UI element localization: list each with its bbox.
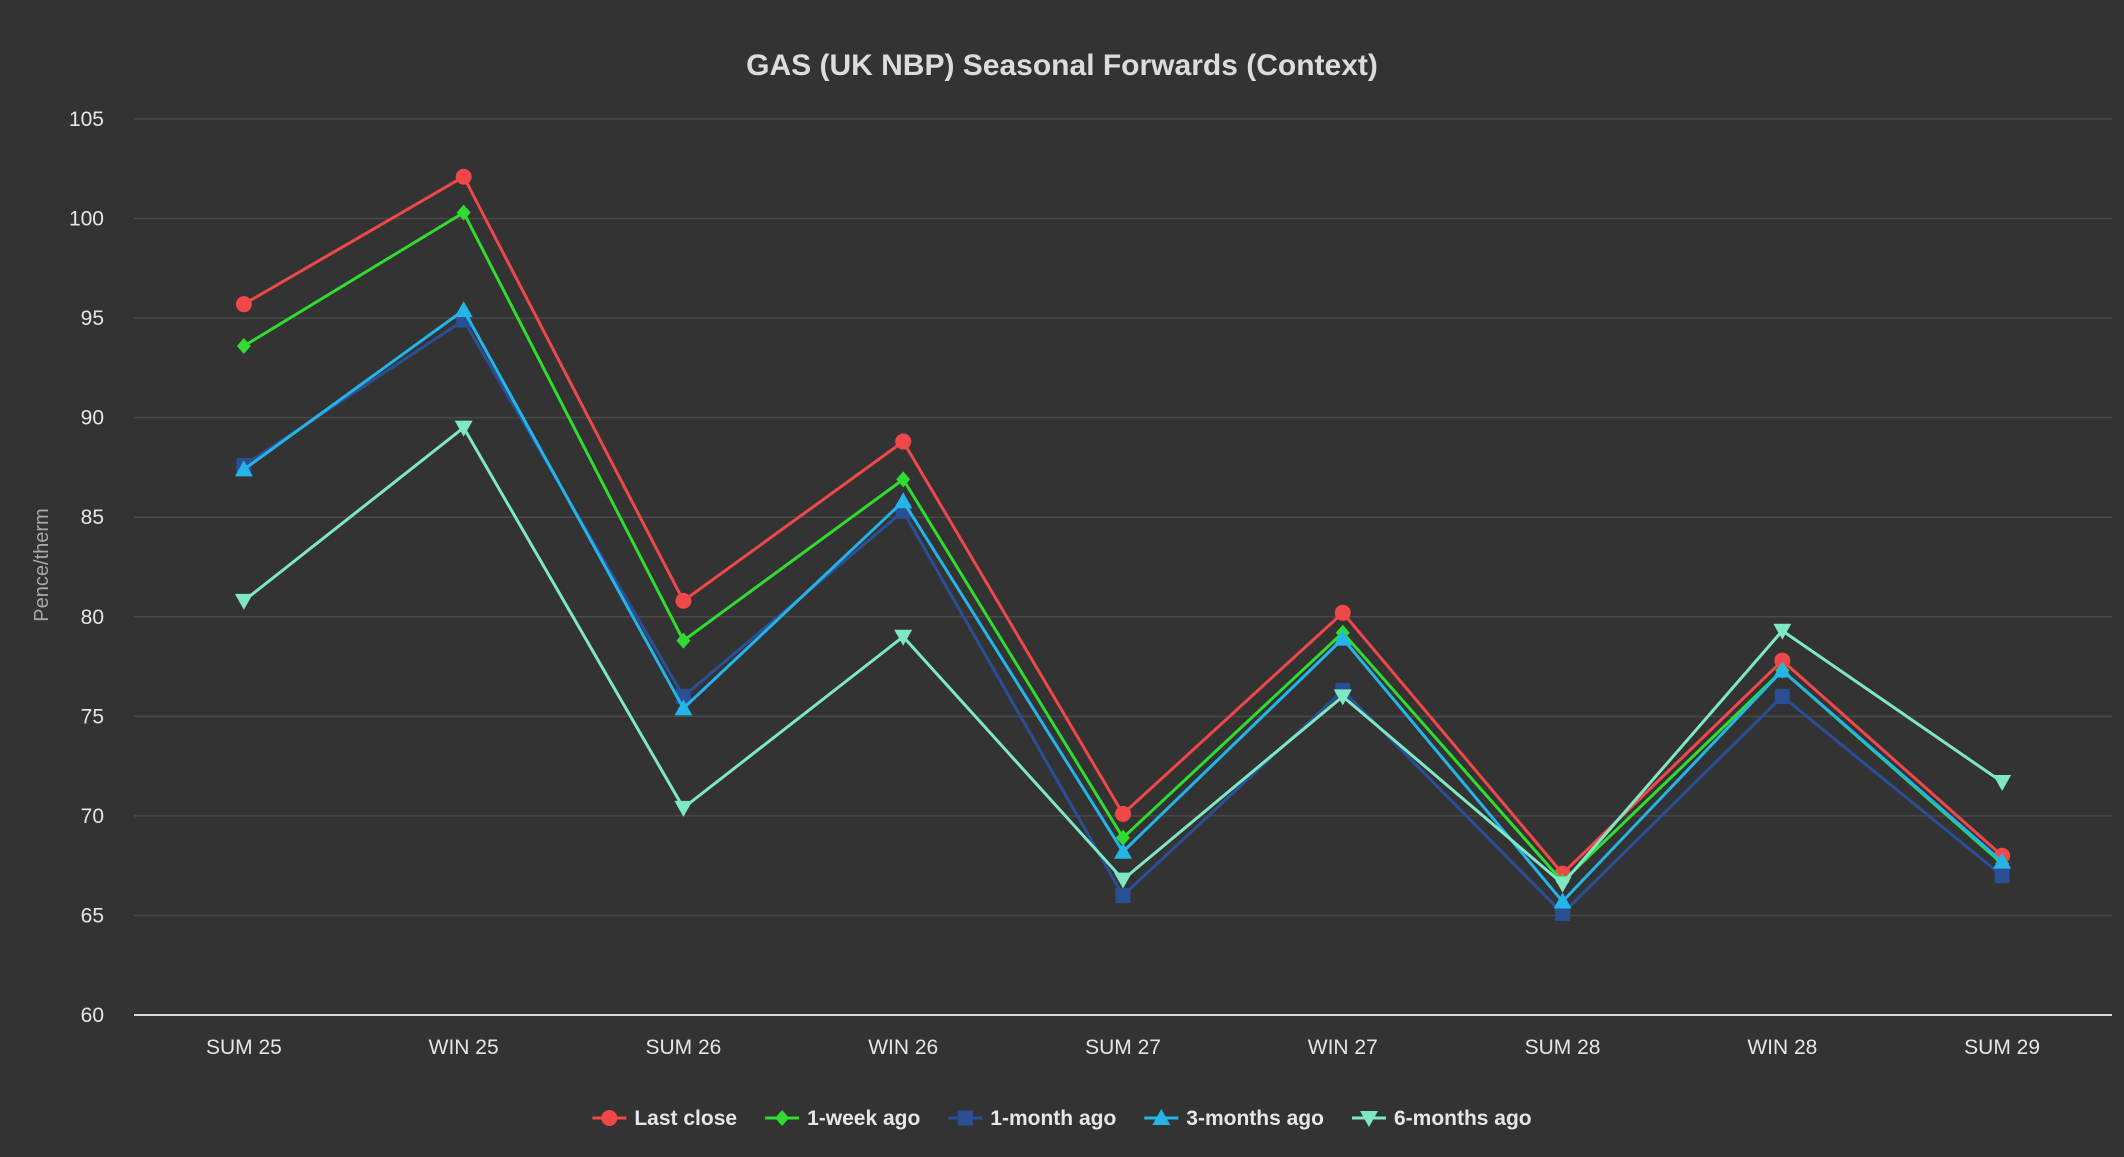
- data-point: [674, 699, 693, 716]
- data-point: [1553, 892, 1572, 909]
- data-point: [1774, 652, 1791, 669]
- legend-item[interactable]: 3-months ago: [1144, 1107, 1324, 1130]
- data-point: [894, 492, 913, 509]
- y-tick-label: 95: [81, 307, 104, 330]
- x-tick-label: SUM 26: [646, 1036, 722, 1059]
- x-tick-label: WIN 27: [1308, 1036, 1378, 1059]
- legend-item[interactable]: 1-week ago: [765, 1107, 920, 1130]
- legend-marker: [1359, 1111, 1378, 1127]
- legend-item[interactable]: 6-months ago: [1351, 1107, 1532, 1130]
- x-tick-label: SUM 25: [206, 1036, 282, 1059]
- y-axis-ticks: 60 65 70 75 80 85 90 95 100 105: [69, 108, 104, 1027]
- y-tick-label: 65: [81, 904, 104, 927]
- data-point: [454, 301, 473, 318]
- data-point: [1333, 629, 1352, 646]
- data-point: [1993, 852, 2012, 869]
- legend-marker: [601, 1110, 618, 1126]
- legend: Last close 1-week ago 1-month ago 3-months …: [592, 1107, 1532, 1130]
- data-point: [894, 629, 913, 646]
- y-tick-label: 80: [81, 606, 104, 629]
- gridlines: [134, 118, 2112, 1016]
- data-point: [896, 471, 911, 488]
- data-point: [236, 337, 251, 354]
- legend-label: 1-month ago: [990, 1107, 1116, 1130]
- data-point: [1555, 905, 1571, 921]
- series-3: [234, 301, 2012, 909]
- series-4: [234, 420, 2012, 893]
- data-point: [234, 460, 253, 477]
- legend-label: 3-months ago: [1186, 1107, 1324, 1130]
- data-point: [235, 296, 252, 313]
- x-tick-label: SUM 28: [1525, 1036, 1601, 1059]
- data-point: [674, 800, 693, 817]
- data-point: [1116, 829, 1130, 846]
- legend-label: 6-months ago: [1394, 1107, 1532, 1130]
- data-point: [1773, 623, 1792, 640]
- x-tick-label: SUM 29: [1964, 1036, 2040, 1059]
- legend-label: Last close: [634, 1107, 737, 1130]
- y-tick-label: 70: [81, 805, 104, 828]
- y-axis-label: Pence/therm: [31, 508, 53, 621]
- data-point: [1115, 805, 1131, 822]
- data-point: [1553, 876, 1572, 893]
- data-point: [234, 593, 253, 610]
- data-point: [1773, 661, 1792, 678]
- data-point: [1333, 689, 1352, 706]
- x-axis-ticks: SUM 25 WIN 25 SUM 26 WIN 26 SUM 27 WIN 27 SUM …: [206, 1036, 2040, 1059]
- data-point: [1114, 842, 1132, 859]
- data-point: [1114, 872, 1132, 889]
- x-tick-label: SUM 27: [1085, 1036, 1161, 1059]
- y-tick-label: 105: [69, 108, 104, 131]
- series-line: [243, 174, 2004, 876]
- x-tick-label: WIN 28: [1747, 1036, 1817, 1059]
- series-1: [236, 204, 2010, 890]
- data-point: [895, 433, 912, 450]
- legend-marker: [957, 1110, 973, 1126]
- data-point: [454, 420, 473, 437]
- legend-marker: [1152, 1109, 1171, 1125]
- data-point: [455, 168, 472, 185]
- y-tick-label: 100: [69, 208, 104, 231]
- data-point: [1774, 688, 1790, 704]
- legend-item[interactable]: 1-month ago: [948, 1107, 1116, 1130]
- y-tick-label: 75: [81, 705, 104, 728]
- legend-label: 1-week ago: [807, 1107, 920, 1130]
- y-tick-label: 60: [81, 1004, 104, 1027]
- chart-title: GAS (UK NBP) Seasonal Forwards (Context): [746, 49, 1378, 82]
- x-tick-label: WIN 25: [429, 1036, 499, 1059]
- data-point: [1994, 868, 2010, 884]
- y-tick-label: 90: [81, 407, 104, 430]
- series-0: [235, 168, 2011, 882]
- legend-marker: [775, 1110, 790, 1126]
- data-point: [1334, 604, 1351, 621]
- data-point: [676, 632, 691, 649]
- x-tick-label: WIN 26: [868, 1036, 938, 1059]
- legend-item[interactable]: Last close: [592, 1107, 737, 1130]
- data-point: [1115, 888, 1131, 904]
- data-point: [675, 592, 692, 609]
- y-tick-label: 85: [81, 506, 104, 529]
- data-point: [456, 204, 471, 221]
- data-point: [1993, 775, 2012, 792]
- series-lines: [234, 168, 2012, 921]
- series-line: [243, 210, 2004, 884]
